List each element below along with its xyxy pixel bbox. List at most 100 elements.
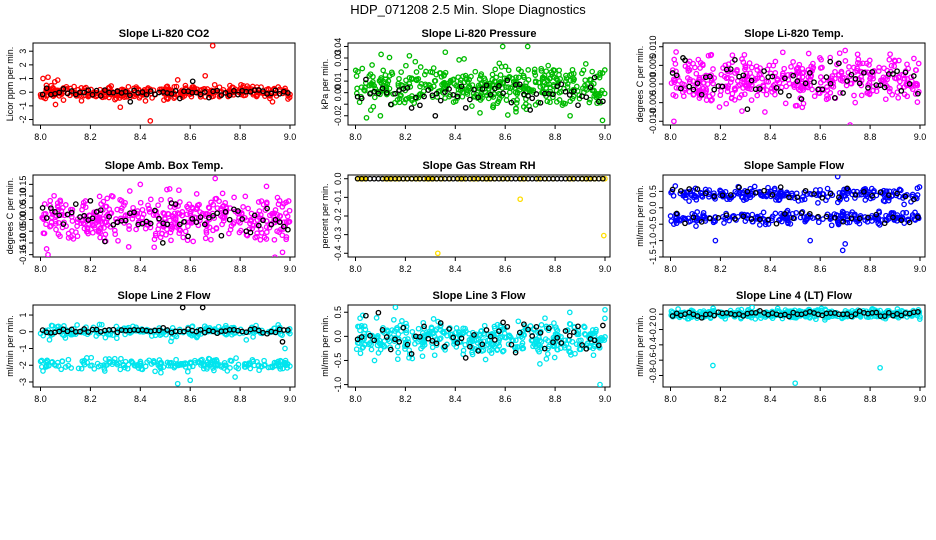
- data-point: [896, 186, 903, 193]
- data-point: [602, 315, 608, 322]
- overlay-point: [139, 220, 146, 227]
- overlay-point: [496, 328, 502, 335]
- overlay-point: [694, 80, 701, 87]
- data-point: [543, 356, 550, 362]
- data-point: [150, 359, 157, 366]
- data-point: [173, 356, 179, 363]
- overlay-point: [181, 219, 187, 225]
- overlay-point: [176, 95, 183, 102]
- overlay-point: [715, 215, 722, 221]
- data-point: [111, 355, 118, 362]
- overlay-point: [467, 343, 473, 350]
- overlay-point: [719, 192, 726, 199]
- overlay-point: [740, 213, 747, 220]
- data-point: [369, 62, 375, 68]
- overlay-point: [600, 98, 606, 105]
- overlay-point: [836, 194, 842, 201]
- data-point: [842, 58, 849, 64]
- overlay-point: [210, 212, 216, 219]
- overlay-point: [711, 312, 718, 319]
- data-point: [533, 336, 540, 343]
- data-point: [716, 104, 723, 110]
- data-point: [727, 79, 734, 85]
- y-tick-label: 0.005: [648, 54, 658, 77]
- data-point: [858, 92, 865, 99]
- overlay-point: [500, 90, 506, 97]
- overlay-point: [264, 330, 270, 337]
- data-point: [828, 214, 835, 221]
- data-point: [837, 89, 843, 96]
- x-tick-label: 8.2: [399, 394, 412, 404]
- data-point: [190, 205, 196, 212]
- data-point: [695, 83, 702, 90]
- data-point: [807, 237, 814, 244]
- data-point: [202, 72, 209, 79]
- overlay-point: [537, 329, 544, 336]
- data-point: [179, 212, 186, 219]
- data-point: [417, 64, 424, 70]
- data-point: [43, 246, 50, 252]
- data-point: [137, 181, 144, 188]
- data-point: [786, 80, 793, 87]
- data-point: [169, 328, 176, 335]
- data-point: [599, 117, 606, 124]
- data-point: [602, 175, 608, 182]
- data-point: [852, 99, 859, 106]
- data-point: [412, 340, 418, 347]
- plot-frame: [347, 42, 611, 126]
- data-point: [670, 92, 677, 98]
- overlay-point: [579, 342, 585, 348]
- data-point: [693, 214, 700, 221]
- data-point: [147, 118, 154, 124]
- overlay-point: [247, 229, 254, 236]
- data-point: [571, 324, 578, 330]
- y-tick-label: -0.05: [18, 221, 28, 242]
- data-point: [274, 211, 281, 218]
- data-point: [40, 368, 46, 374]
- data-point: [693, 70, 700, 77]
- data-point: [377, 346, 384, 353]
- overlay-point: [87, 197, 94, 204]
- overlay-point: [707, 215, 713, 222]
- data-point: [78, 220, 84, 227]
- plot-frame: [32, 174, 296, 258]
- data-point: [40, 230, 47, 237]
- overlay-point: [898, 88, 905, 94]
- data-point: [78, 365, 85, 372]
- data-point: [236, 215, 242, 221]
- overlay-point: [68, 326, 75, 333]
- overlay-point: [147, 220, 154, 227]
- data-point: [442, 49, 449, 56]
- data-point: [152, 230, 159, 237]
- y-tick-label: 0.05: [18, 199, 28, 217]
- overlay-point: [773, 220, 780, 227]
- data-point: [242, 92, 249, 98]
- y-tick-label: -0.2: [648, 322, 658, 338]
- data-point: [543, 85, 549, 91]
- data-point: [255, 199, 262, 205]
- data-point: [497, 91, 504, 98]
- data-point: [791, 84, 798, 90]
- data-point: [118, 207, 124, 214]
- overlay-point: [798, 210, 805, 216]
- data-point: [447, 325, 453, 332]
- overlay-point: [89, 91, 96, 98]
- data-point: [403, 320, 409, 327]
- data-point: [243, 361, 250, 368]
- data-point: [489, 71, 496, 78]
- overlay-point: [114, 329, 121, 336]
- data-point: [267, 364, 274, 370]
- overlay-point: [176, 221, 183, 228]
- data-point: [353, 90, 360, 97]
- data-point: [480, 347, 487, 354]
- data-point: [394, 356, 401, 363]
- x-tick-label: 8.2: [714, 394, 727, 404]
- x-tick-label: 8.6: [499, 264, 512, 274]
- data-point: [538, 65, 545, 72]
- overlay-point: [491, 337, 498, 343]
- data-point: [164, 186, 170, 193]
- data-point: [53, 226, 59, 233]
- data-point: [43, 221, 49, 228]
- data-point: [195, 359, 201, 365]
- data-point: [742, 66, 748, 73]
